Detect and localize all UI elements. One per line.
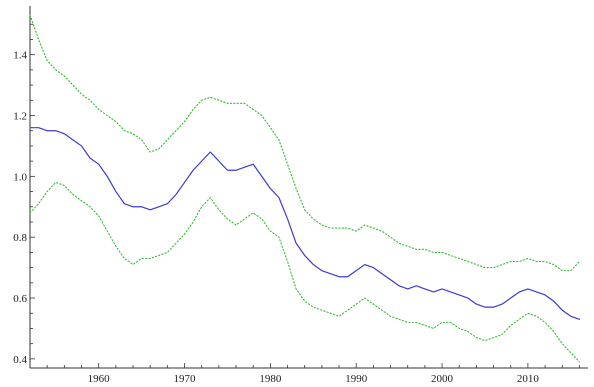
y-tick-label: 0.4 bbox=[13, 354, 27, 366]
series-line-central bbox=[29, 127, 581, 320]
y-tick-label: 1.0 bbox=[13, 171, 27, 183]
y-tick-label: 1.2 bbox=[13, 111, 27, 123]
y-tick-label: 0.6 bbox=[13, 293, 27, 305]
x-axis-ticks: 1960 1970 1980 1990 2000 2010 bbox=[29, 363, 580, 385]
y-tick-label: 0.8 bbox=[13, 232, 27, 244]
y-tick-label: 1.4 bbox=[13, 50, 27, 62]
x-tick-label: 2010 bbox=[517, 373, 540, 385]
x-tick-label: 1970 bbox=[174, 373, 197, 385]
x-tick-label: 2000 bbox=[431, 373, 454, 385]
axes bbox=[29, 6, 588, 369]
y-axis-ticks: 0.4 0.6 0.8 1.0 1.2 1.4 bbox=[13, 23, 35, 366]
x-tick-label: 1960 bbox=[88, 373, 111, 385]
series-line-upper-bound bbox=[29, 14, 580, 272]
x-tick-label: 1980 bbox=[259, 373, 282, 385]
series-layer bbox=[29, 14, 581, 363]
x-tick-label: 1990 bbox=[345, 373, 368, 385]
series-line-lower-bound bbox=[29, 181, 580, 363]
